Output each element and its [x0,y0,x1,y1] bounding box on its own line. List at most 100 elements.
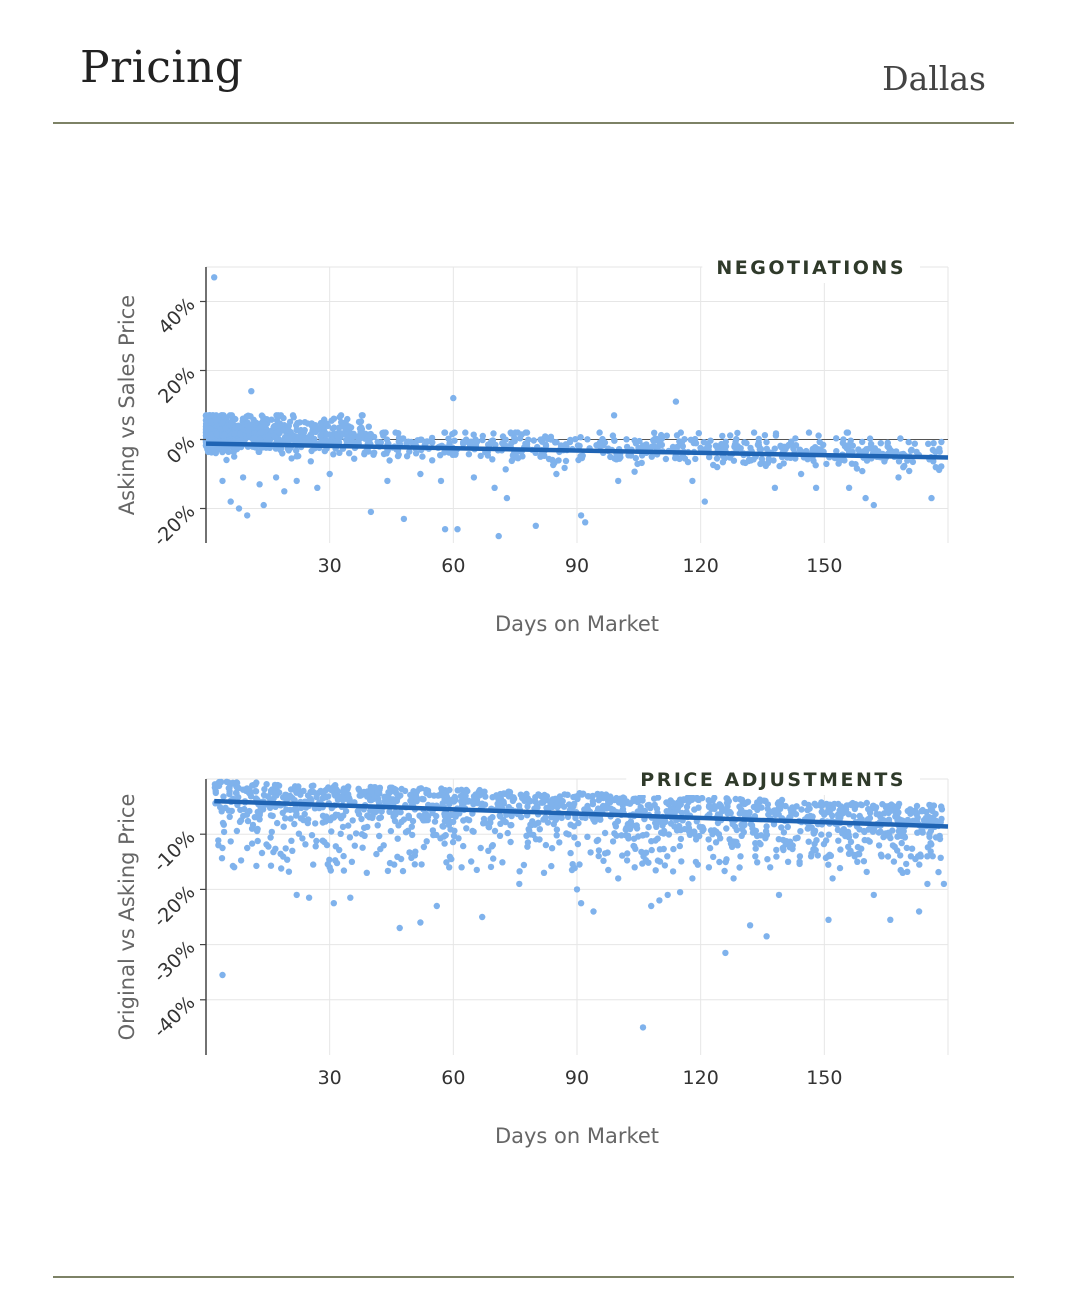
data-point [640,807,647,815]
data-point [413,794,420,801]
data-point [733,826,740,834]
data-point [451,437,458,444]
data-point [906,467,913,475]
data-point [254,837,261,845]
data-point [529,818,536,825]
data-point [473,866,480,874]
data-point [212,449,219,457]
data-point [652,867,659,874]
data-point [217,426,224,433]
data-point [274,819,281,827]
data-point [374,438,381,446]
data-point [244,844,251,852]
data-point [580,790,587,797]
data-point [727,432,734,439]
data-point [758,455,766,463]
data-point [853,465,861,472]
data-point [560,803,568,810]
data-point [677,429,684,436]
data-point [554,795,561,803]
data-point [915,908,923,915]
data-point [860,858,868,865]
data-point [706,844,714,852]
y-tick-label: -30% [149,937,199,987]
data-point [822,854,830,862]
y-tick-label: -40% [149,992,199,1042]
data-point [357,418,365,425]
data-point [631,437,638,444]
data-point [226,813,233,820]
data-point [877,440,884,447]
data-point [690,829,697,837]
data-point [423,438,431,445]
data-point [419,453,426,460]
data-point [412,450,420,457]
data-point [485,847,492,854]
data-point [361,832,368,839]
data-point [575,819,582,827]
data-point [406,849,413,856]
data-point [738,806,745,813]
data-point [738,821,745,828]
data-point [678,858,685,865]
data-point [784,858,792,865]
data-point [851,851,858,859]
data-point [563,830,570,837]
data-point [642,849,650,856]
data-point [219,419,226,426]
data-point [713,455,721,462]
data-point [212,416,219,424]
data-point [570,793,577,801]
data-point [361,824,368,831]
data-point [526,827,533,835]
data-point [411,852,419,859]
data-point [482,793,489,800]
data-point [792,455,799,462]
data-point [479,913,486,921]
data-point [285,426,292,434]
data-point [256,811,263,819]
data-point [722,949,729,957]
negotiations-chart: 40% 20% 0% -20% 30 60 90 120 150 Days on Market As… [115,253,949,636]
data-point [317,787,324,795]
data-point [601,829,609,837]
data-point [413,789,420,796]
y-axis-title: Original vs Asking Price [115,794,139,1041]
x-tick-label: 120 [683,555,719,577]
data-point [763,933,770,940]
data-point [463,816,471,823]
data-point [282,815,289,822]
data-point [747,457,755,464]
data-point [840,826,847,833]
data-point [928,494,935,502]
data-point [680,796,688,803]
data-point [285,868,293,875]
data-point [282,845,289,852]
x-tick-label: 120 [683,1067,719,1089]
data-point [770,457,777,464]
data-point [231,430,238,437]
data-point [377,845,384,853]
data-point [936,835,944,843]
data-point [531,798,539,805]
data-point [561,464,568,472]
data-point [429,827,437,834]
data-point [233,827,241,835]
data-point [600,794,607,802]
data-point [825,831,833,838]
data-point [219,971,226,979]
data-point [924,853,931,860]
data-point [308,782,315,790]
data-point [677,835,685,843]
data-point [398,818,405,826]
data-point [355,786,363,794]
data-point [267,812,275,819]
data-point [867,440,875,448]
data-point [234,784,241,792]
data-point [322,818,329,825]
data-point [804,813,811,821]
data-point [373,789,381,796]
data-point [654,857,662,864]
data-point [417,470,424,478]
data-point [858,801,865,809]
